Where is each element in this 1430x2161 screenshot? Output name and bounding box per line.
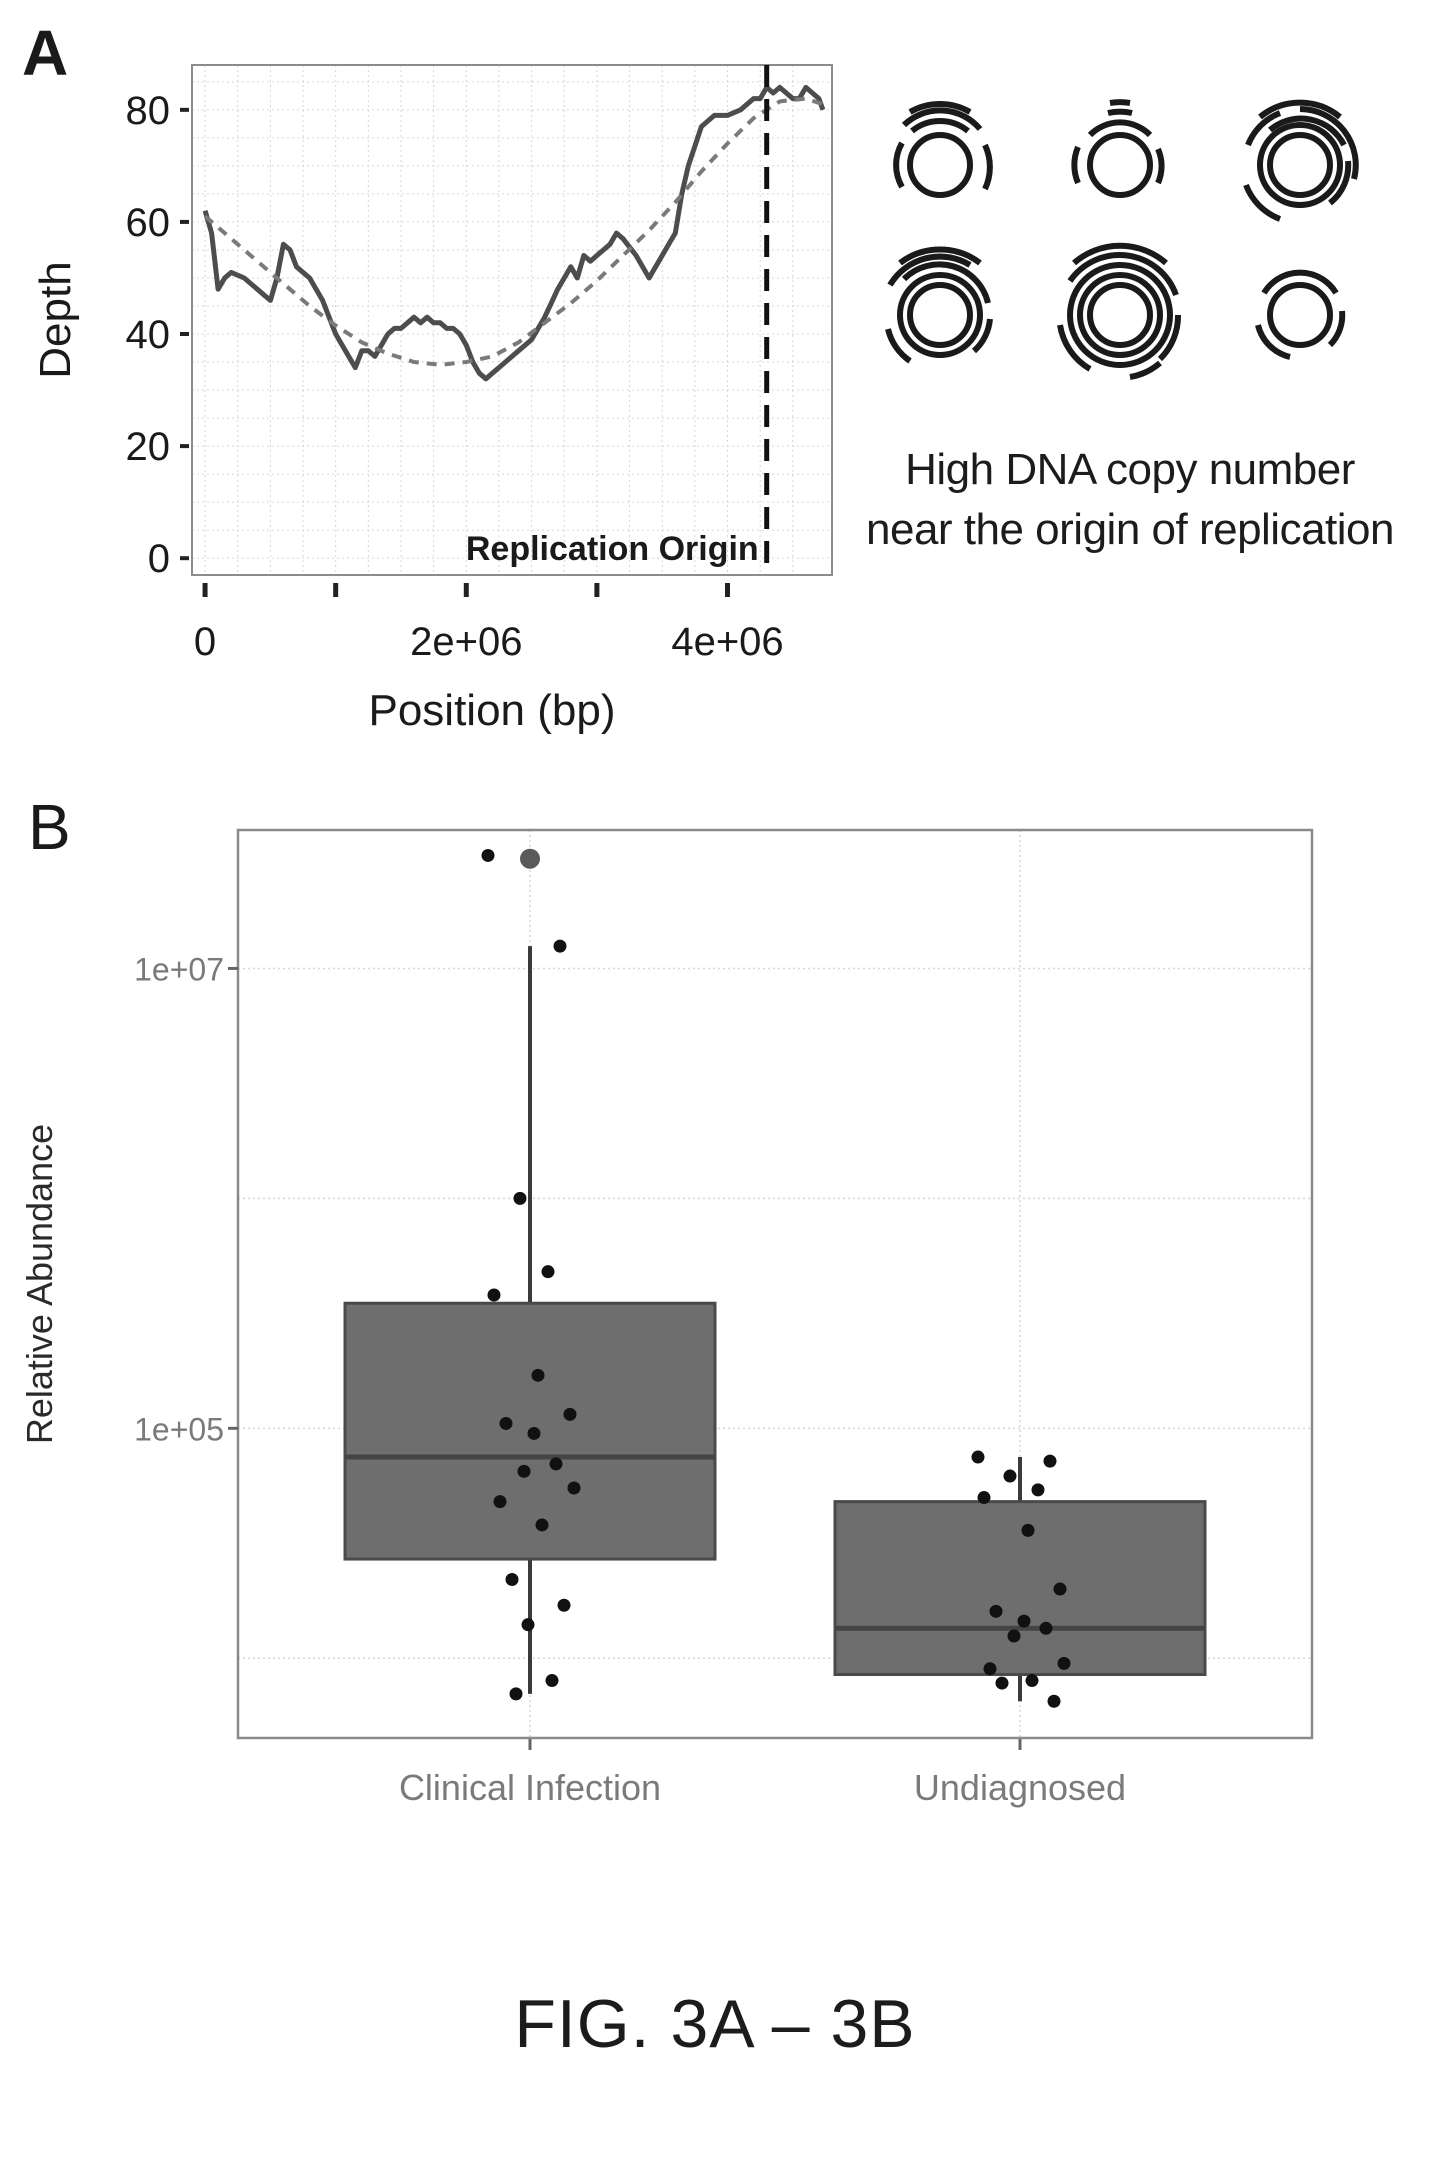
plasmid-icon [1243, 99, 1359, 222]
panel-a-label: A [22, 17, 69, 89]
y-tick-label: 1e+05 [134, 1411, 224, 1447]
data-point [487, 1288, 501, 1302]
data-point [1039, 1621, 1053, 1635]
data-point [977, 1491, 991, 1505]
plasmid-icons [885, 99, 1359, 380]
box [833, 1500, 1207, 1676]
annotation-line-1: High DNA copy number [905, 445, 1355, 494]
x-tick-label: 0 [194, 620, 216, 664]
data-point [1017, 1614, 1031, 1628]
data-point [1053, 1582, 1067, 1596]
x-tick-label: Undiagnosed [914, 1767, 1126, 1808]
y-tick-label: 40 [126, 313, 171, 357]
data-point [535, 1518, 549, 1532]
y-tick-label: 0 [148, 537, 170, 581]
data-point [1031, 1483, 1045, 1497]
data-point [1047, 1694, 1061, 1708]
plot-area [192, 65, 832, 575]
data-point [509, 1687, 523, 1701]
data-point [499, 1416, 513, 1430]
y-axis-title: Depth [31, 261, 80, 378]
data-point [1043, 1454, 1057, 1468]
y-tick-label: 20 [126, 425, 171, 469]
data-point [557, 1598, 571, 1612]
plasmid-icon [1057, 242, 1182, 380]
plasmid-icon [885, 246, 993, 364]
x-tick-label: 2e+06 [410, 620, 522, 664]
data-point [493, 1495, 507, 1509]
y-axis-title: Relative Abundance [19, 1124, 60, 1444]
x-tick-label: 4e+06 [671, 620, 783, 664]
data-point [553, 939, 567, 953]
plasmid-icon [1071, 99, 1165, 198]
depth-line-chart: Replication Origin 0 20 40 60 80 0 2e+06 4e+06 Po… [31, 64, 833, 735]
y-tick-label: 80 [126, 89, 171, 133]
data-point [541, 1265, 555, 1279]
plasmid-icon [893, 100, 993, 198]
data-point [531, 1368, 545, 1382]
figure-caption: FIG. 3A – 3B [514, 1986, 916, 2062]
data-point [1007, 1629, 1021, 1643]
data-point [1025, 1674, 1039, 1688]
data-point [1003, 1469, 1017, 1483]
data-point [521, 1618, 535, 1632]
plot-border [191, 64, 833, 576]
data-point [505, 1573, 519, 1587]
panel-b-label: B [28, 791, 71, 863]
copy-number-annotation: High DNA copy number near the origin of … [840, 440, 1420, 560]
trend-line-dashed [203, 96, 824, 367]
outlier-point [520, 848, 540, 869]
data-point [567, 1481, 581, 1495]
plasmid-icon [1255, 269, 1346, 360]
data-point [971, 1450, 985, 1464]
x-axis-title: Position (bp) [368, 686, 615, 735]
abundance-box-plot: Clinical Infection Undiagnosed 1e+05 1e+07 R… [19, 828, 1314, 1808]
data-point [995, 1676, 1009, 1690]
data-point [1021, 1523, 1035, 1537]
y-tick-label: 1e+07 [134, 951, 224, 987]
data-point [517, 1464, 531, 1478]
data-point [983, 1662, 997, 1676]
depth-line [202, 84, 826, 382]
y-tick-label: 60 [126, 201, 171, 245]
data-point [1057, 1656, 1071, 1670]
data-point [545, 1674, 559, 1688]
x-tick-label: Clinical Infection [399, 1767, 661, 1808]
plot-border [236, 828, 1314, 1740]
data-point [527, 1426, 541, 1440]
data-point [481, 848, 495, 862]
data-point [989, 1604, 1003, 1618]
replication-origin-label: Replication Origin [466, 530, 759, 568]
data-point [513, 1191, 527, 1205]
data-point [563, 1407, 577, 1421]
annotation-line-2: near the origin of replication [866, 505, 1395, 554]
data-point [549, 1457, 563, 1471]
